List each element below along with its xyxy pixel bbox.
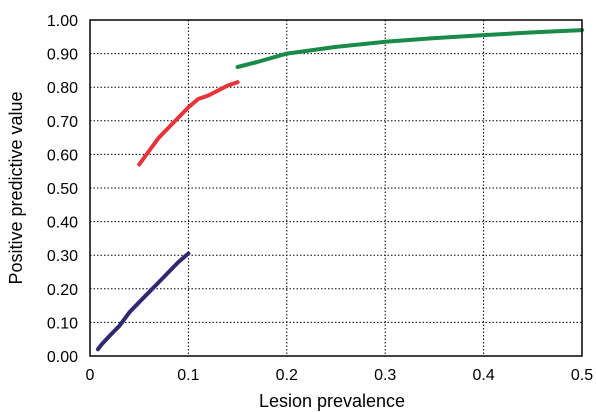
x-tick-label: 0.4 bbox=[472, 367, 494, 384]
y-tick-label: 0.70 bbox=[47, 114, 78, 131]
y-tick-label: 0.30 bbox=[47, 248, 78, 265]
x-tick-label: 0.1 bbox=[177, 367, 199, 384]
y-tick-label: 0.40 bbox=[47, 215, 78, 232]
y-tick-label: 0.50 bbox=[47, 181, 78, 198]
y-axis-label: Positive predictive value bbox=[6, 91, 26, 284]
series-line-1 bbox=[95, 251, 191, 352]
series-line-2 bbox=[137, 80, 240, 167]
y-tick-label: 0.80 bbox=[47, 80, 78, 97]
x-tick-label: 0 bbox=[86, 367, 95, 384]
grid bbox=[90, 20, 582, 356]
y-tick-label: 1.00 bbox=[47, 13, 78, 30]
y-tick-label: 0.60 bbox=[47, 147, 78, 164]
x-tick-label: 0.2 bbox=[276, 367, 298, 384]
series-group bbox=[95, 28, 584, 352]
x-axis-label: Lesion prevalence bbox=[259, 391, 405, 411]
x-axis-ticks: 0 0.1 0.2 0.3 0.4 0.5 bbox=[86, 367, 594, 384]
x-tick-label: 0.5 bbox=[571, 367, 593, 384]
series-line-3 bbox=[235, 28, 584, 69]
y-tick-label: 0.90 bbox=[47, 47, 78, 64]
y-tick-label: 0.00 bbox=[47, 349, 78, 366]
x-tick-label: 0.3 bbox=[374, 367, 396, 384]
y-axis-ticks: 0.00 0.10 0.20 0.30 0.40 0.50 0.60 0.70 0.80 0.90… bbox=[47, 13, 78, 366]
y-tick-label: 0.20 bbox=[47, 282, 78, 299]
plot-frame bbox=[89, 19, 583, 357]
y-tick-label: 0.10 bbox=[47, 315, 78, 332]
